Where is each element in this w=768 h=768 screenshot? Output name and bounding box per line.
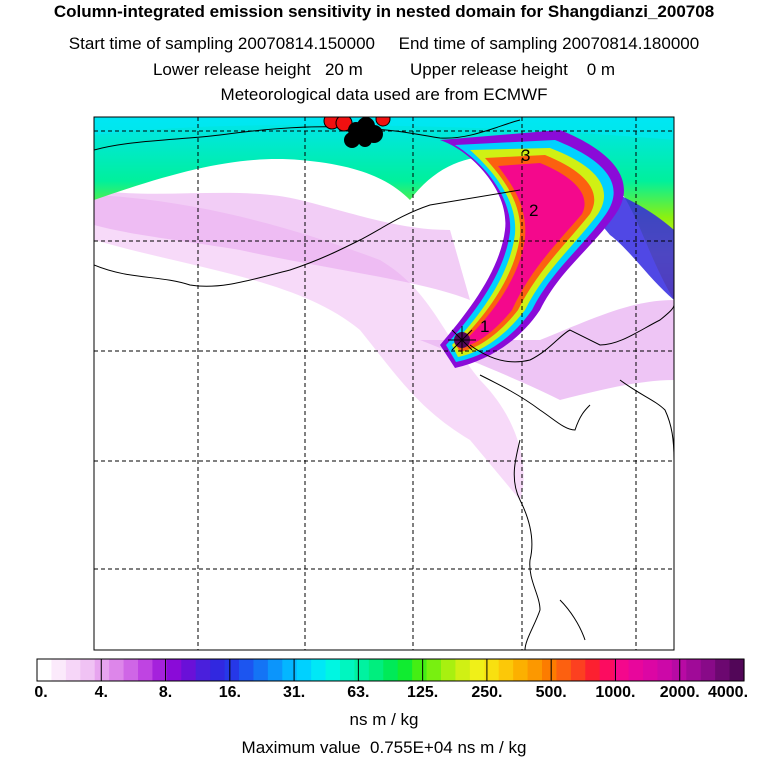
colorbar-tick-label: 125.	[407, 684, 439, 701]
emission-sensitivity-map: 1 2 3	[93, 116, 675, 651]
colorbar-cell	[426, 659, 442, 681]
colorbar-units: ns m / kg	[349, 710, 419, 729]
colorbar-cell	[224, 659, 240, 681]
day-labels: 1 2 3	[480, 146, 538, 336]
colorbar-cell	[686, 659, 702, 681]
day-label-1: 1	[480, 317, 489, 336]
colorbar-cell	[123, 659, 139, 681]
release-site-marker	[448, 326, 476, 354]
colorbar-cell	[368, 659, 384, 681]
colorbar-tick-label: 2000.	[659, 684, 700, 701]
day-label-3: 3	[521, 146, 530, 165]
colorbar-cell	[282, 659, 298, 681]
colorbar-frame	[36, 658, 745, 682]
sampling-time-line: Start time of sampling 20070814.150000 E…	[0, 34, 768, 54]
colorbar-cell	[397, 659, 413, 681]
korea-west-coast	[513, 439, 541, 650]
upper-release-height: Upper release height 0 m	[409, 60, 616, 79]
colorbar-tick-label: 500.	[535, 684, 567, 701]
colorbar-tick-label: 4000.	[707, 684, 749, 701]
met-data-line: Meteorological data used are from ECMWF	[220, 85, 548, 104]
colorbar-cell	[643, 659, 659, 681]
colorbar-cell	[210, 659, 226, 681]
colorbar-cell	[65, 659, 81, 681]
colorbar-cell	[94, 659, 110, 681]
colorbar-cell	[166, 659, 182, 681]
colorbar-cell	[556, 659, 572, 681]
cluster-marker	[344, 132, 360, 148]
cluster-markers	[323, 117, 391, 148]
maximum-value: Maximum value 0.755E+04 ns m / kg	[241, 738, 527, 757]
colorbar-cell	[296, 659, 312, 681]
colorbar-cell	[311, 659, 327, 681]
colorbar-cell	[498, 659, 514, 681]
colorbar-cell	[412, 659, 428, 681]
start-time: Start time of sampling 20070814.150000	[68, 34, 376, 53]
colorbar-cell	[239, 659, 255, 681]
colorbar-cell	[455, 659, 471, 681]
colorbar-tick-marks	[36, 659, 745, 681]
colorbar-cell	[585, 659, 601, 681]
north-edge-cyan	[94, 117, 674, 140]
colorbar-tick-label: 250.	[471, 684, 503, 701]
colorbar-cell	[628, 659, 644, 681]
cluster-marker	[358, 133, 372, 147]
lat-lon-grid	[94, 117, 674, 650]
inner-border	[94, 189, 521, 287]
colorbar-cell	[599, 659, 615, 681]
colorbar-cell	[340, 659, 356, 681]
cluster-marker	[375, 117, 391, 127]
colorbar-cell	[325, 659, 341, 681]
low-sensitivity-region-east	[420, 300, 674, 400]
day-label-2: 2	[529, 201, 538, 220]
colorbar-tick-label: 4.	[94, 684, 108, 701]
colorbar-cell	[383, 659, 399, 681]
colorbar-cell	[484, 659, 500, 681]
colorbar-cell	[715, 659, 731, 681]
colorbar-cell	[614, 659, 630, 681]
colorbar-cell	[267, 659, 283, 681]
map-frame	[93, 116, 675, 651]
colorbar-cell	[80, 659, 96, 681]
colorbar-cell	[542, 659, 558, 681]
colorbar-cell	[152, 659, 168, 681]
colorbar-cell	[527, 659, 543, 681]
colorbar-cells	[37, 659, 745, 681]
gulf-coast	[469, 304, 674, 363]
colorbar-cell	[700, 659, 716, 681]
south-coast	[559, 599, 586, 641]
colorbar-cell	[657, 659, 673, 681]
colorbar-cell	[354, 659, 370, 681]
lower-release-height: Lower release height 20 m	[152, 60, 363, 79]
peninsula-coast	[479, 374, 591, 431]
colorbar-tick-label: 8.	[158, 684, 173, 701]
cluster-marker	[335, 117, 353, 132]
colorbar-cell	[138, 659, 154, 681]
colorbar-cell	[513, 659, 529, 681]
plot-title: Column-integrated emission sensitivity i…	[53, 2, 715, 21]
release-height-line: Lower release height 20 m Upper release …	[0, 60, 768, 80]
colorbar-cell	[37, 659, 53, 681]
colorbar-cell	[51, 659, 67, 681]
colorbar-cell	[729, 659, 745, 681]
colorbar-cell	[195, 659, 211, 681]
colorbar-tick-label: 1000.	[595, 684, 636, 701]
colorbar-cell	[570, 659, 586, 681]
colorbar-tick-label: 63.	[347, 684, 370, 701]
colorbar-tick-label: 31.	[282, 684, 306, 701]
colorbar-cell	[181, 659, 197, 681]
colorbar-cell	[441, 659, 457, 681]
colorbar-tick-label: 0.	[34, 684, 48, 701]
colorbar-cell	[671, 659, 687, 681]
colorbar-cell	[109, 659, 125, 681]
colorbar-cell	[469, 659, 485, 681]
colorbar-tick-label: 16.	[218, 684, 241, 701]
end-time: End time of sampling 20070814.180000	[398, 34, 700, 53]
low-sensitivity-region-2	[94, 190, 470, 300]
colorbar-cell	[253, 659, 269, 681]
plume-core	[460, 163, 585, 347]
